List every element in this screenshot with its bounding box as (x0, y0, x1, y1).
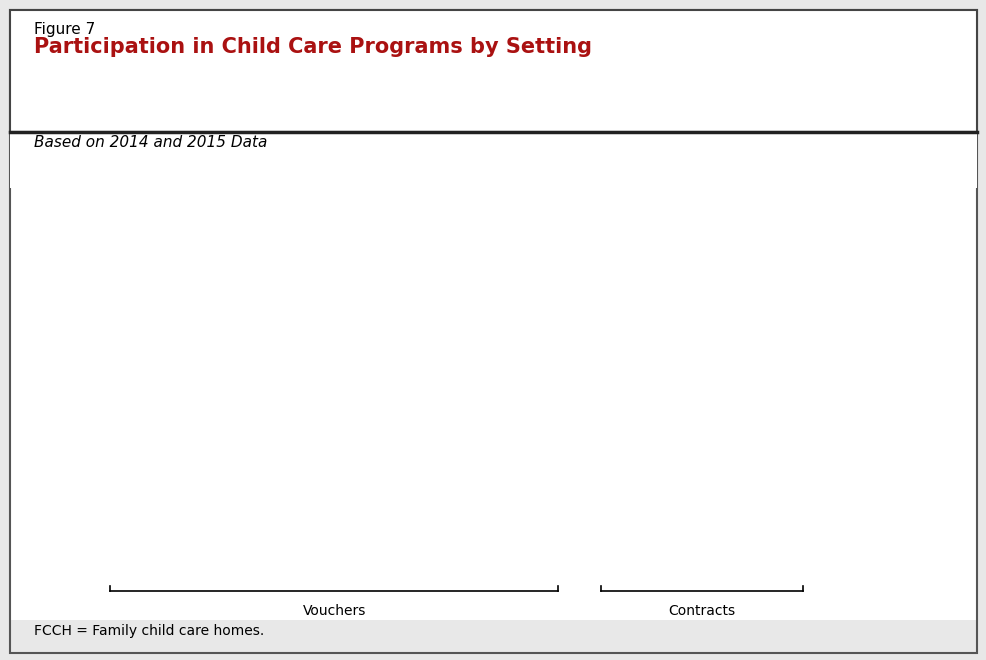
Bar (116, 439, 183, 515)
Bar (729, 329, 797, 515)
Bar (606, 211, 673, 275)
Bar (362, 211, 429, 314)
Bar (852, 399, 919, 515)
Bar (362, 314, 429, 439)
Bar (362, 439, 429, 515)
Bar (10, 188, 976, 620)
Text: FCCH = Family child care homes.: FCCH = Family child care homes. (34, 624, 263, 638)
Legend: License-Exempt, FCCH, Licensed Center: License-Exempt, FCCH, Licensed Center (765, 407, 931, 502)
Bar (484, 266, 551, 420)
Bar (116, 348, 183, 439)
Bar (606, 275, 673, 515)
Bar (729, 211, 797, 329)
Bar (852, 211, 919, 290)
Text: Figure 7: Figure 7 (34, 22, 95, 38)
Bar (852, 290, 919, 399)
Bar (116, 211, 183, 348)
Bar (239, 418, 307, 515)
Bar (484, 211, 551, 266)
Text: Participation in Child Care Programs by Setting: Participation in Child Care Programs by … (34, 37, 591, 57)
Bar (239, 211, 307, 290)
Bar (10, 132, 976, 188)
Bar (10, 10, 976, 132)
Text: Vouchers: Vouchers (302, 604, 366, 618)
Bar (484, 420, 551, 515)
Text: Based on 2014 and 2015 Data: Based on 2014 and 2015 Data (34, 135, 266, 150)
Bar (239, 290, 307, 418)
Text: Contracts: Contracts (668, 604, 735, 618)
